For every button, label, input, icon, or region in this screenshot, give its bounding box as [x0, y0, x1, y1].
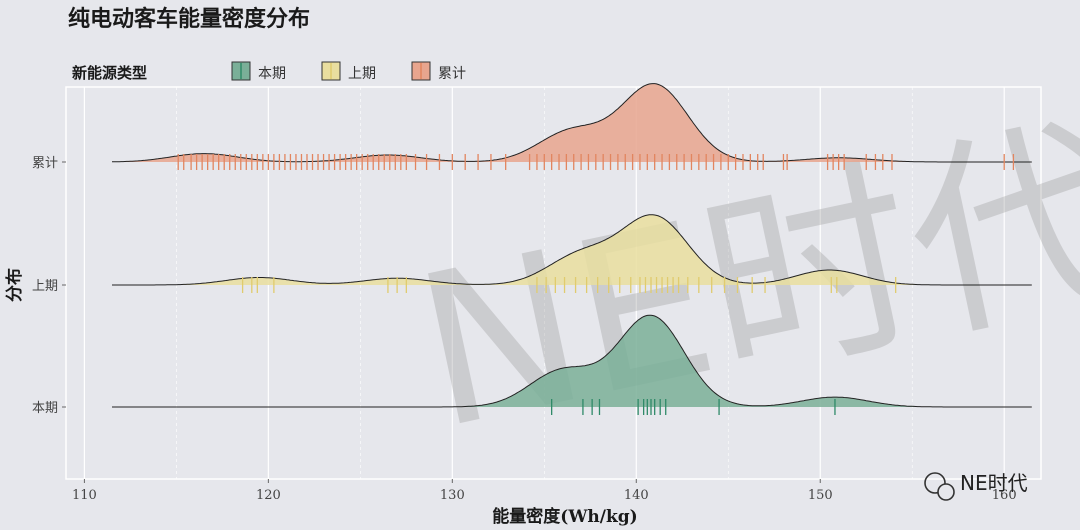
legend: 新能源类型 本期 上期 累计 [72, 61, 466, 82]
legend-label: 本期 [258, 66, 286, 82]
ridge-0 [111, 83, 1032, 170]
x-tick-label: 130 [440, 488, 465, 503]
ridge-2 [111, 314, 1032, 415]
chart-title: 纯电动客车能量密度分布 [68, 6, 310, 32]
y-axis-title: 分布 [4, 268, 25, 302]
ridge-area [111, 83, 1032, 162]
x-tick-label: 150 [808, 488, 833, 503]
y-tick-label: 本期 [32, 401, 58, 416]
legend-label: 上期 [348, 66, 376, 82]
legend-title: 新能源类型 [72, 64, 147, 82]
brand-name: NE时代 [960, 471, 1028, 495]
ridge-outline [112, 314, 1032, 408]
x-tick-label: 110 [72, 488, 97, 503]
y-tick-label: 上期 [32, 279, 58, 294]
legend-item: 累计 [411, 61, 466, 82]
x-tick-label: 160 [992, 488, 1017, 503]
ridges [111, 83, 1032, 415]
ridge-area [111, 214, 1032, 285]
legend-item: 本期 [231, 61, 286, 82]
legend-label: 累计 [438, 66, 466, 82]
x-axis-title: 能量密度(Wh/kg) [492, 506, 637, 527]
wechat-logo: NE时代 [924, 471, 1028, 501]
ridge-outline [112, 83, 1032, 163]
ridge-1 [111, 214, 1032, 293]
wechat-icon [924, 472, 946, 494]
wechat-icon-small [937, 483, 955, 501]
legend-item: 上期 [321, 61, 376, 82]
x-tick-label: 140 [624, 488, 649, 503]
x-axis: 110 120 130 140 150 160 [72, 479, 1017, 503]
ridge-area [111, 315, 1032, 407]
x-tick-label: 120 [256, 488, 281, 503]
ridge-outline [112, 214, 1032, 286]
y-tick-label: 累计 [32, 156, 58, 171]
